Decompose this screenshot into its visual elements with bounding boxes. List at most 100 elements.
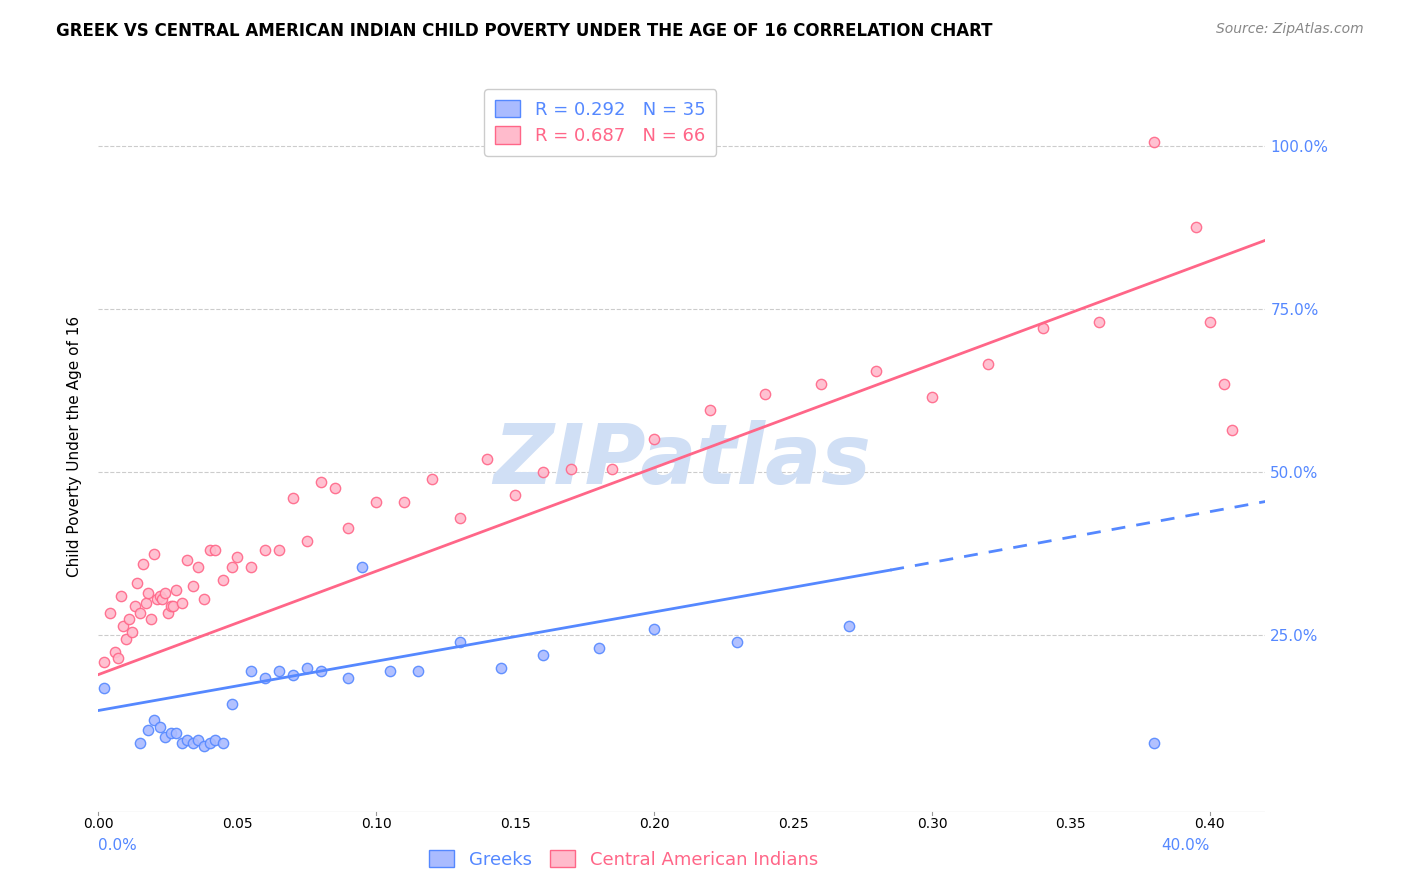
Point [132,557,155,571]
Point [138,586,160,600]
Point [115,632,138,646]
Point [141,612,163,626]
Point [212,573,235,587]
Point [135,596,157,610]
Point [159,726,181,740]
Point [221,559,243,574]
Point [138,723,160,737]
Point [643,433,665,447]
Text: 40.0%: 40.0% [1161,838,1209,853]
Point [254,671,277,685]
Point [406,665,429,679]
Point [165,726,187,740]
Point [477,452,499,467]
Point [1143,136,1166,150]
Point [449,511,471,525]
Point [181,579,204,593]
Point [602,462,624,476]
Point [93,655,115,669]
Text: GREEK VS CENTRAL AMERICAN INDIAN CHILD POVERTY UNDER THE AGE OF 16 CORRELATION C: GREEK VS CENTRAL AMERICAN INDIAN CHILD P… [56,22,993,40]
Point [112,618,135,632]
Point [352,559,374,574]
Point [176,732,198,747]
Point [1087,315,1109,329]
Point [193,739,215,754]
Point [221,697,243,711]
Point [810,376,832,391]
Point [153,730,176,744]
Point [176,553,198,567]
Point [267,665,290,679]
Text: 0.0%: 0.0% [98,838,138,853]
Point [309,665,332,679]
Point [838,618,860,632]
Point [146,592,169,607]
Point [643,622,665,636]
Point [240,665,263,679]
Point [226,549,249,564]
Point [153,586,176,600]
Point [121,625,143,640]
Point [281,491,304,506]
Point [143,714,166,728]
Point [181,736,204,750]
Point [187,559,209,574]
Point [170,596,193,610]
Point [1143,736,1166,750]
Point [165,582,187,597]
Point [162,599,184,613]
Point [124,599,146,613]
Point [392,494,415,508]
Point [295,533,318,548]
Point [531,648,554,662]
Point [127,576,149,591]
Point [865,364,887,378]
Point [110,589,132,603]
Point [1032,321,1054,335]
Point [449,635,471,649]
Point [337,521,360,535]
Point [148,589,170,603]
Point [1198,315,1220,329]
Point [118,612,141,626]
Point [156,606,179,620]
Point [204,732,226,747]
Point [143,547,166,561]
Point [420,472,443,486]
Point [240,559,263,574]
Text: Source: ZipAtlas.com: Source: ZipAtlas.com [1216,22,1364,37]
Point [212,736,235,750]
Point [560,462,582,476]
Point [366,494,388,508]
Point [267,543,290,558]
Point [104,645,127,659]
Point [323,482,346,496]
Point [98,606,121,620]
Point [129,606,152,620]
Point [193,592,215,607]
Point [187,732,209,747]
Point [588,641,610,656]
Point [295,661,318,675]
Text: ZIPatlas: ZIPatlas [494,420,870,501]
Point [1185,220,1208,235]
Point [148,720,170,734]
Point [159,599,181,613]
Point [754,386,776,401]
Point [198,543,221,558]
Legend: Greeks, Central American Indians: Greeks, Central American Indians [422,843,825,876]
Point [129,736,152,750]
Point [309,475,332,489]
Point [170,736,193,750]
Point [150,592,173,607]
Point [337,671,360,685]
Point [727,635,749,649]
Point [281,667,304,681]
Point [699,403,721,417]
Point [976,357,998,371]
Y-axis label: Child Poverty Under the Age of 16: Child Poverty Under the Age of 16 [67,316,83,576]
Point [1212,376,1234,391]
Point [503,488,526,502]
Point [107,651,129,665]
Point [254,543,277,558]
